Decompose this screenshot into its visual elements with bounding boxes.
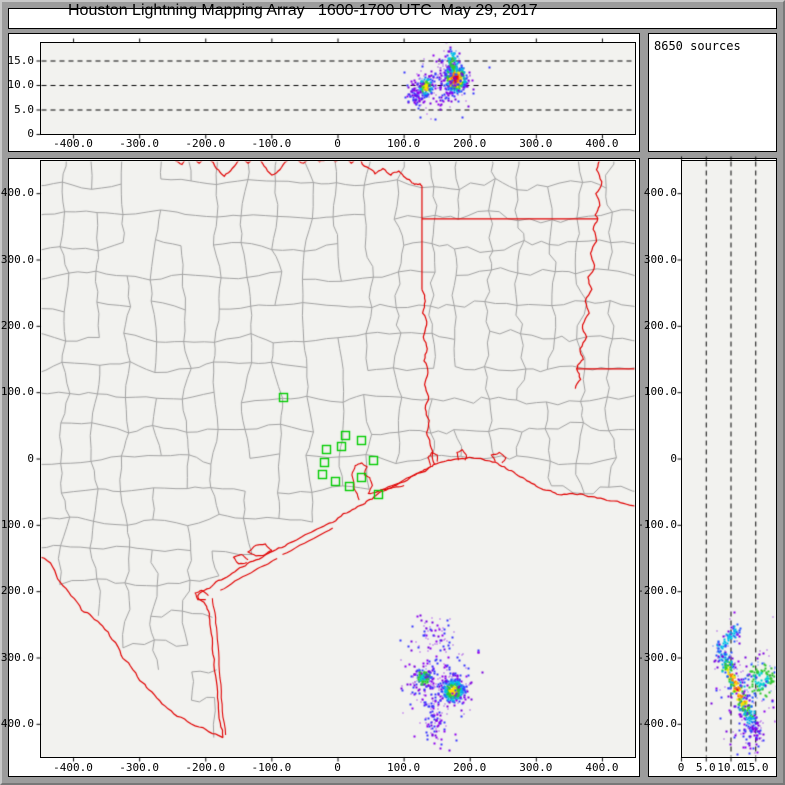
east-axis-tick-label: 300.0 <box>519 137 553 150</box>
east-axis-tick-label: -300.0 <box>119 137 160 150</box>
right-north-axis-tick-label: -100.0 <box>637 517 677 531</box>
east-axis-tick-label: -400.0 <box>53 137 93 150</box>
map-north-axis-tick-label: -300.0 <box>0 650 34 664</box>
map-east-axis-tick-label: -100.0 <box>251 761 292 774</box>
map-north-axis-tick-label: -200.0 <box>0 584 34 598</box>
map-north-axis-tick-label: -400.0 <box>0 716 34 730</box>
map-north-axis-tick-label: 100.0 <box>0 385 34 399</box>
right-north-axis-tick-label: 200.0 <box>643 318 677 332</box>
east-axis-tick-label: -100.0 <box>251 137 292 150</box>
east-axis-tick-label: 0 <box>334 137 341 150</box>
map-north-axis-tick-label: 300.0 <box>0 252 34 266</box>
altitude-axis-tick-label: 10.0 <box>7 78 35 91</box>
altitude-axis-tick-label: 15.0 <box>7 53 35 67</box>
right-altitude-axis-tick-label: 15.0 <box>742 761 769 774</box>
right-north-axis-tick-label: 400.0 <box>643 186 677 200</box>
map-east-axis-tick-label: -300.0 <box>119 761 160 774</box>
east-axis-tick-label: -200.0 <box>185 137 226 150</box>
right-altitude-axis-tick-label: 10.0 <box>717 761 744 774</box>
east-axis-tick-label: 100.0 <box>387 137 421 150</box>
map-north-axis-tick-label: -100.0 <box>0 517 34 531</box>
altitude-axis-tick-label: 0 <box>27 127 34 140</box>
right-north-axis-tick-label: 100.0 <box>643 385 677 399</box>
right-north-axis-tick-label: 0 <box>670 451 677 465</box>
map-east-axis-tick-label: 200.0 <box>453 761 487 774</box>
map-east-axis-tick-label: 300.0 <box>519 761 553 774</box>
right-north-axis-tick-label: 300.0 <box>643 252 677 266</box>
map-north-axis-tick-label: 200.0 <box>0 318 34 332</box>
map-north-axis-tick-label: 0 <box>27 451 34 465</box>
right-north-axis-tick-label: -200.0 <box>637 584 677 598</box>
right-altitude-axis-tick-label: 0 <box>677 761 685 774</box>
map-north-axis-tick-label: 400.0 <box>0 186 34 200</box>
map-east-axis-tick-label: -200.0 <box>185 761 226 774</box>
east-axis-tick-label: 200.0 <box>453 137 487 150</box>
right-north-axis-tick-label: -300.0 <box>637 650 677 664</box>
east-axis-tick-label: 400.0 <box>585 137 619 150</box>
map-east-axis-tick-label: 0 <box>334 761 341 774</box>
map-east-axis-tick-label: 100.0 <box>387 761 421 774</box>
map-east-axis-tick-label: -400.0 <box>53 761 93 774</box>
map-east-axis-tick-label: 400.0 <box>585 761 619 774</box>
right-altitude-axis-tick-label: 5.0 <box>695 761 716 774</box>
altitude-axis-tick-label: 5.0 <box>14 102 34 116</box>
right-north-axis-tick-label: -400.0 <box>637 716 677 730</box>
